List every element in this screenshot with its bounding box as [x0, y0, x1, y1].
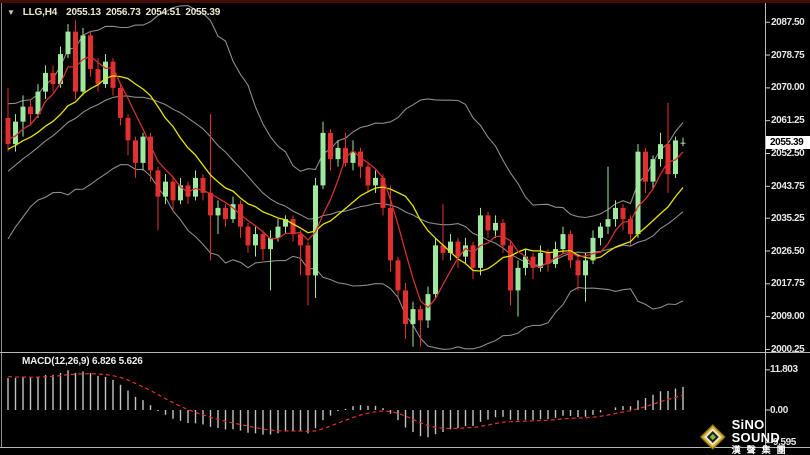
price-axis-label: 2000.25 [771, 343, 805, 355]
price-axis-label: 2009.00 [771, 311, 805, 323]
price-axis-label: 2026.50 [771, 245, 805, 257]
price-axis-label: 2043.75 [771, 180, 805, 192]
current-price-badge: 2055.39 [766, 136, 810, 150]
price-axis-label: 2017.75 [771, 278, 805, 290]
ohlc-high: 2056.73 [105, 7, 141, 18]
macd-axis-label: -9.595 [770, 437, 796, 449]
price-axis-label: 2070.00 [771, 82, 805, 94]
price-axis-label: 2035.25 [771, 212, 805, 224]
price-axis-label: 2061.25 [771, 115, 805, 127]
brand-name-cjk: 漢聲集團 [731, 445, 792, 455]
ohlc-open: 2055.13 [66, 7, 101, 18]
brand-logo: SiNO SOUND 漢聲集團 [699, 418, 810, 455]
macd-indicator-label: MACD(12,26,9) 6.826 5.626 [22, 356, 143, 367]
price-axis-label: 2087.50 [771, 16, 805, 28]
symbol-label: LLG,H4 [22, 7, 58, 18]
price-axis-label: 2078.75 [771, 49, 805, 61]
price-axis-label: 2052.50 [771, 148, 805, 159]
diamond-logo-icon [699, 424, 726, 450]
ohlc-low: 2054.51 [145, 7, 181, 18]
macd-axis-label: 0.00 [770, 404, 788, 416]
symbol-dropdown-icon[interactable]: ▼ [7, 8, 15, 17]
ohlc-close: 2055.39 [185, 7, 221, 18]
chart-header: ▼ LLG,H4 2055.13 2056.73 2054.51 2055.39 [7, 7, 225, 18]
macd-axis-label: 11.803 [770, 364, 798, 376]
window-top-strip [0, 0, 810, 3]
brand-name: SiNO SOUND [731, 417, 781, 445]
